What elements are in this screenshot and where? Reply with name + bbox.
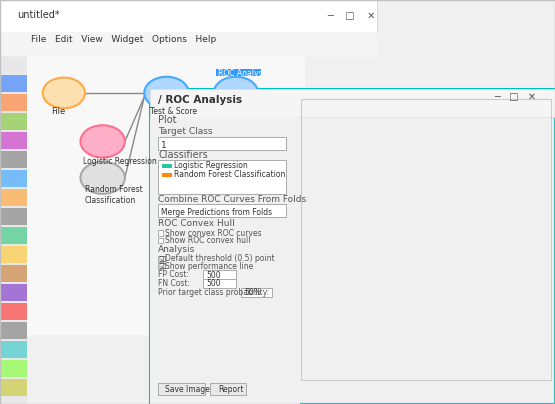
Text: Target Class: Target Class [158, 127, 213, 136]
Text: 0.500: 0.500 [320, 169, 344, 178]
Text: Random Forest Classification: Random Forest Classification [174, 170, 286, 179]
Text: 500: 500 [206, 280, 221, 288]
Text: FN Cost:: FN Cost: [158, 279, 190, 288]
Text: ☑: ☑ [158, 262, 166, 271]
Text: Logistic Regression: Logistic Regression [83, 157, 157, 166]
Text: Plot: Plot [158, 115, 176, 125]
Text: ─    □    ✕: ─ □ ✕ [327, 11, 376, 21]
Text: 50%: 50% [245, 288, 261, 297]
Text: Show performance line: Show performance line [165, 262, 254, 271]
Text: File: File [52, 107, 66, 116]
Text: Save Image: Save Image [165, 385, 210, 394]
Text: Logistic Regression: Logistic Regression [174, 161, 248, 170]
Text: 1: 1 [161, 141, 166, 150]
Text: Default threshold (0.5) point: Default threshold (0.5) point [165, 255, 275, 263]
X-axis label: FP Rate (1-Specificity): FP Rate (1-Specificity) [366, 399, 488, 404]
Text: ☑: ☑ [158, 255, 166, 264]
Text: Merge Predictions from Folds: Merge Predictions from Folds [161, 208, 272, 217]
Text: Show ROC convex hull: Show ROC convex hull [165, 236, 251, 245]
Text: FP Cost:: FP Cost: [158, 270, 189, 279]
Text: / ROC Analysis: / ROC Analysis [158, 95, 243, 105]
Text: 500: 500 [206, 271, 221, 280]
Text: 0.500: 0.500 [350, 271, 374, 280]
Text: Prior target class probability:: Prior target class probability: [158, 288, 269, 297]
Text: Report: Report [218, 385, 244, 394]
Text: ─   □   ✕: ─ □ ✕ [494, 92, 536, 102]
Text: Show convex ROC curves: Show convex ROC curves [165, 229, 262, 238]
Text: Test & Score: Test & Score [150, 107, 197, 116]
Text: File   Edit   View   Widget   Options   Help: File Edit View Widget Options Help [31, 36, 216, 44]
Text: Analysis: Analysis [158, 246, 195, 255]
Text: ROC Analysis: ROC Analysis [218, 69, 269, 78]
Text: ROC Convex Hull: ROC Convex Hull [158, 219, 235, 228]
Text: Combine ROC Curves From Folds: Combine ROC Curves From Folds [158, 195, 306, 204]
Y-axis label: TP Rate (Sensitivity): TP Rate (Sensitivity) [264, 180, 274, 293]
Text: untitled*: untitled* [17, 10, 59, 20]
Text: Random Forest
Classification: Random Forest Classification [85, 185, 143, 205]
Text: Classifiers: Classifiers [158, 150, 208, 160]
